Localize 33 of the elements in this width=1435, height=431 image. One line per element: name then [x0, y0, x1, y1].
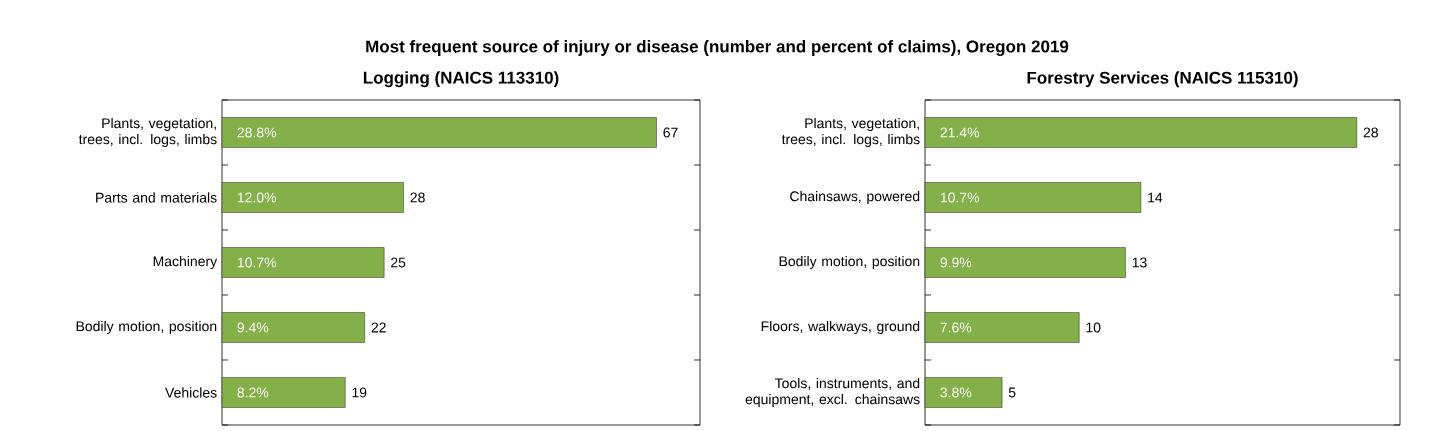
- annotation: 7.6%: [940, 322, 972, 333]
- data-label: 28: [1363, 127, 1378, 138]
- data-label: 14: [1148, 192, 1163, 203]
- data-label: 25: [391, 257, 406, 268]
- data-label: 10: [1086, 322, 1101, 333]
- annotation: 9.9%: [940, 257, 972, 268]
- data-label: 28: [410, 192, 425, 203]
- data-label: 67: [663, 127, 678, 138]
- data-label: 5: [1008, 387, 1016, 398]
- y-tick-label: Plants, vegetation, trees, incl. logs, limbs: [78, 117, 217, 148]
- text: Most frequent source of injury or disease (number and percent of claims), Oregon 2019: [366, 40, 1069, 56]
- data-label: 22: [371, 322, 386, 333]
- y-tick-label: Machinery: [153, 255, 218, 270]
- annotation: 10.7%: [237, 257, 277, 268]
- data-label: 13: [1132, 257, 1147, 268]
- y-tick-label: Tools, instruments, and equipment, excl. chainsaws: [745, 377, 920, 408]
- annotation: 9.4%: [237, 322, 269, 333]
- chart-subtitle: Logging (NAICS 113310): [363, 71, 559, 88]
- y-tick-label: Chainsaws, powered: [790, 190, 920, 205]
- y-tick-label: Vehicles: [165, 387, 217, 398]
- chart-subtitle: Forestry Services (NAICS 115310): [1027, 71, 1298, 88]
- annotation: 8.2%: [237, 387, 269, 398]
- annotation: 12.0%: [237, 192, 277, 203]
- y-tick-label: Bodily motion, position: [779, 255, 920, 270]
- y-tick-label: Plants, vegetation, trees, incl. logs, limbs: [781, 117, 920, 148]
- annotation: 10.7%: [940, 192, 980, 203]
- y-tick-label: Parts and materials: [96, 192, 217, 203]
- annotation: 28.8%: [237, 127, 277, 138]
- y-tick-label: Floors, walkways, ground: [761, 320, 920, 335]
- y-tick-label: Bodily motion, position: [76, 320, 217, 335]
- data-label: 19: [352, 387, 367, 398]
- annotation: 21.4%: [940, 127, 980, 138]
- annotation: 3.8%: [940, 387, 972, 398]
